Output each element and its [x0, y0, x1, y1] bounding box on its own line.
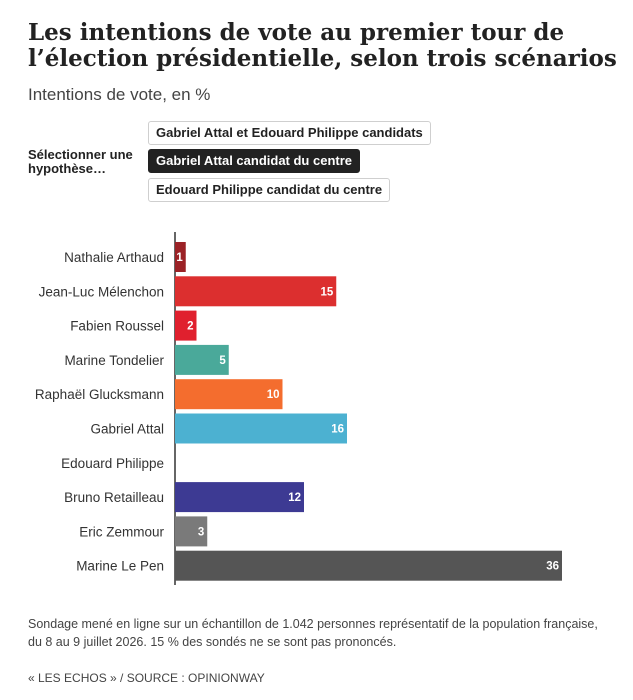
bar — [175, 379, 283, 410]
bar-value-label: 16 — [331, 424, 344, 436]
scenario-button-philippe[interactable]: Edouard Philippe candidat du centre — [148, 178, 391, 202]
bar — [175, 310, 197, 341]
bar — [175, 516, 208, 547]
category-label: Bruno Retailleau — [64, 490, 164, 505]
chart-subtitle: Intentions de vote, en % — [28, 85, 211, 104]
category-label: Eric Zemmour — [79, 524, 164, 539]
bar-value-label: 15 — [320, 286, 333, 298]
survey-note: Sondage mené en ligne sur un échantillon… — [28, 617, 598, 649]
bar-value-label: 36 — [546, 561, 559, 573]
bar-value-label: 10 — [267, 389, 280, 401]
source-credit: « LES ECHOS » / SOURCE : OPINIONWAY — [28, 671, 265, 685]
category-label: Marine Tondelier — [64, 353, 164, 368]
bar — [175, 344, 229, 375]
bar — [175, 413, 347, 444]
bar-value-label: 1 — [176, 252, 183, 264]
bar-value-label: 5 — [219, 355, 226, 367]
bar-chart: Nathalie Arthaud 1 Jean-Luc Mélenchon 15 Fab… — [35, 232, 562, 585]
category-label: Edouard Philippe — [61, 456, 164, 471]
bar-value-label: 12 — [288, 492, 301, 504]
bar — [175, 276, 337, 307]
bar — [175, 242, 186, 272]
scenario-button-attal[interactable]: Gabriel Attal candidat du centre — [148, 149, 361, 173]
bar-value-label: 2 — [187, 321, 193, 333]
category-label: Raphaël Glucksmann — [35, 387, 164, 402]
category-label: Nathalie Arthaud — [64, 250, 164, 265]
category-label: Jean-Luc Mélenchon — [39, 284, 164, 299]
scenario-select-label: Sélectionner une hypothèse… — [28, 147, 133, 176]
scenario-button-attal-philippe[interactable]: Gabriel Attal et Edouard Philippe candid… — [148, 121, 431, 145]
category-label: Fabien Roussel — [70, 319, 164, 334]
bar-value-label: 3 — [198, 526, 204, 538]
bar — [175, 550, 562, 581]
category-label: Gabriel Attal — [90, 422, 164, 437]
chart-title: Les intentions de vote au premier tour d… — [28, 19, 617, 72]
bar — [175, 482, 304, 513]
category-label: Marine Le Pen — [76, 559, 164, 574]
